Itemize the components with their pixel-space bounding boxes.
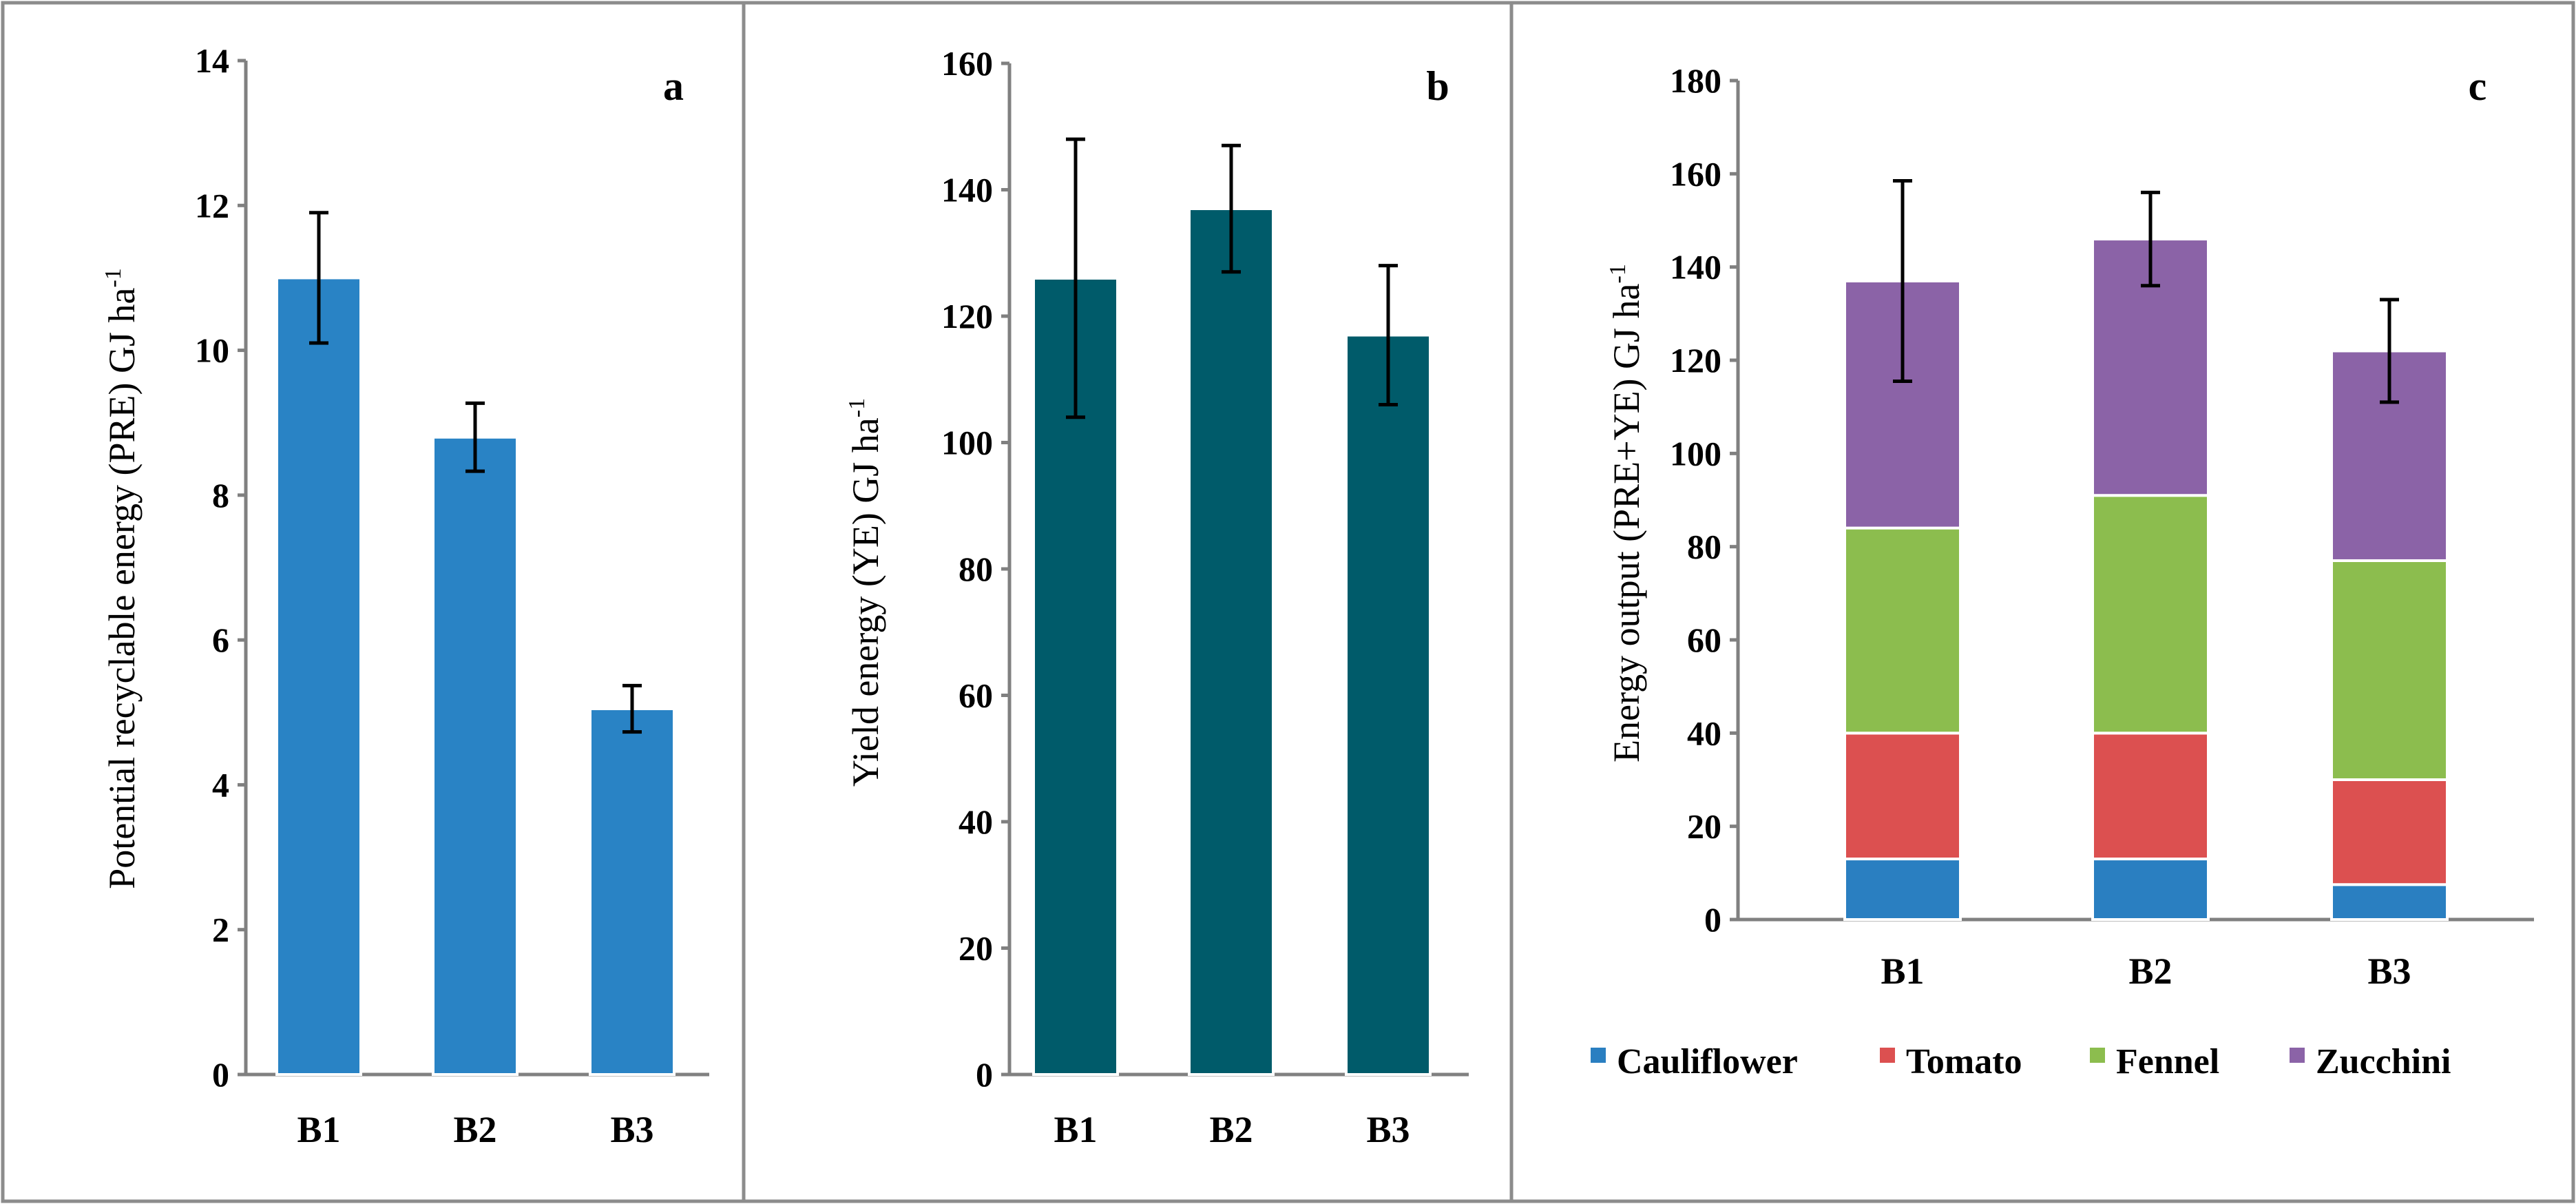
- panel-a-bar: [589, 707, 676, 1076]
- panel-b-ytick-label: 120: [941, 297, 993, 335]
- panel-c-bar-segment-tomato: [2330, 778, 2449, 886]
- panel-a-yticks: 0 2 4 6 8 10 12 14: [195, 41, 246, 1094]
- panel-c-categories: B1 B2 B3: [1881, 951, 2411, 992]
- panel-b-label: b: [1426, 63, 1449, 109]
- panel-c-ytick-label: 100: [1670, 434, 1721, 473]
- panel-c-bar-segment-fennel: [1843, 526, 1962, 735]
- panel-c-ytick-label: 40: [1687, 714, 1721, 752]
- legend-swatch-zucchini: [2290, 1048, 2305, 1063]
- panel-c-bar-segment-cauliflower: [1843, 858, 1962, 921]
- panel-b-errorbars: [1066, 137, 1398, 419]
- panel-a-ylabel-sup: -1: [101, 268, 126, 287]
- panel-a-errorbars: [309, 211, 642, 734]
- panel-b-category-label: B2: [1209, 1109, 1253, 1150]
- panel-c-bar-segment-cauliflower: [2330, 883, 2449, 921]
- panel-b-ytick-label: 80: [959, 550, 993, 588]
- panel-b-ylabel-sup: -1: [844, 398, 870, 417]
- panel-b-bar: [1188, 207, 1275, 1076]
- panel-c-bar-segment-fennel: [2330, 559, 2449, 781]
- panel-b-category-label: B3: [1366, 1109, 1410, 1150]
- panel-b-ytick-label: 20: [959, 929, 993, 968]
- panel-c-bar-segment-fennel: [2091, 494, 2210, 735]
- panel-a-category-label: B2: [453, 1109, 496, 1150]
- legend-swatch-fennel: [2090, 1048, 2105, 1063]
- panel-a-bar: [432, 435, 519, 1076]
- panel-b-categories: B1 B2 B3: [1054, 1109, 1410, 1150]
- panel-b-ylabel-text: Yield energy (YE) GJ ha: [845, 417, 886, 787]
- panel-c-ytick-label: 20: [1687, 807, 1721, 846]
- panel-c-ylabel-text: Energy output (PRE+YE) GJ ha: [1606, 283, 1647, 762]
- panel-a: 0 2 4 6 8 10 12 14 B1 B2 B3 Potential recyclable …: [101, 41, 709, 1150]
- legend-label-fennel: Fennel: [2116, 1042, 2219, 1081]
- panel-c-category-label: B3: [2367, 951, 2411, 992]
- panel-a-ytick-label: 14: [195, 41, 229, 80]
- panel-c-category-label: B2: [2128, 951, 2172, 992]
- panel-b-yticks: 0 20 40 60 80 100 120 140 160: [941, 44, 1009, 1094]
- panel-c-errorbars: [1893, 178, 2399, 404]
- panel-a-bars: [275, 276, 676, 1076]
- panel-c-label: c: [2469, 63, 2487, 109]
- legend-swatch-cauliflower: [1591, 1048, 1606, 1063]
- panel-b-ytick-label: 140: [941, 171, 993, 209]
- panel-a-ytick-label: 6: [212, 621, 229, 659]
- panel-a-ytick-label: 0: [212, 1055, 229, 1094]
- panel-c-ytick-label: 180: [1670, 61, 1721, 100]
- panel-b-bars: [1032, 207, 1432, 1077]
- panel-b-ytick-label: 0: [976, 1055, 993, 1094]
- panel-c-legend: Cauliflower Tomato Fennel Zucchini: [1591, 1042, 2451, 1081]
- panel-c-bar-segment-cauliflower: [2091, 858, 2210, 921]
- panel-a-ytick-label: 2: [212, 911, 229, 949]
- panel-b-category-label: B1: [1054, 1109, 1097, 1150]
- panel-c-category-label: B1: [1881, 951, 1924, 992]
- legend-label-cauliflower: Cauliflower: [1617, 1042, 1798, 1081]
- panel-a-category-label: B1: [297, 1109, 340, 1150]
- legend-label-zucchini: Zucchini: [2316, 1042, 2451, 1081]
- panel-c-ytick-label: 160: [1670, 154, 1721, 193]
- panel-b-bar: [1345, 333, 1432, 1076]
- panel-a-ytick-label: 10: [195, 331, 229, 370]
- panel-c-ylabel: Energy output (PRE+YE) GJ ha-1: [1605, 264, 1647, 762]
- panel-c-ylabel-sup: -1: [1605, 264, 1631, 283]
- panel-c-ytick-label: 0: [1704, 900, 1721, 939]
- panel-c-ytick-label: 140: [1670, 248, 1721, 287]
- panel-c-yticks: 0 20 40 60 80 100 120 140 160 180: [1670, 61, 1738, 939]
- panel-b-ytick-label: 100: [941, 424, 993, 462]
- panel-a-category-label: B3: [610, 1109, 653, 1150]
- panel-a-label: a: [663, 63, 684, 109]
- panel-c-ytick-label: 60: [1687, 621, 1721, 659]
- panel-a-ytick-label: 4: [212, 765, 229, 804]
- panel-c-ytick-label: 120: [1670, 341, 1721, 380]
- panel-c-bars: [1843, 238, 2449, 921]
- panel-b: 0 20 40 60 80 100 120 140 160 B1 B2 B3 Yield energ…: [844, 44, 1469, 1150]
- panel-b-ytick-label: 160: [941, 44, 993, 83]
- legend-label-tomato: Tomato: [1906, 1042, 2022, 1081]
- panel-b-ylabel: Yield energy (YE) GJ ha-1: [844, 398, 886, 787]
- panel-a-categories: B1 B2 B3: [297, 1109, 653, 1150]
- panel-a-ytick-label: 12: [195, 186, 229, 225]
- panel-b-ytick-label: 60: [959, 676, 993, 715]
- panel-c: 0 20 40 60 80 100 120 140 160 180 B1 B2 B3 Energy o…: [1591, 61, 2534, 1081]
- legend-swatch-tomato: [1880, 1048, 1895, 1063]
- panel-b-ytick-label: 40: [959, 802, 993, 841]
- panel-a-bar: [275, 276, 362, 1076]
- panel-c-bar-segment-tomato: [1843, 731, 1962, 861]
- panel-a-ylabel-text: Potential recyclable energy (PRE) GJ ha: [101, 288, 143, 889]
- panel-a-ylabel: Potential recyclable energy (PRE) GJ ha-…: [101, 268, 143, 889]
- panel-a-ytick-label: 8: [212, 476, 229, 515]
- panel-c-bar-segment-tomato: [2091, 731, 2210, 861]
- panel-c-ytick-label: 80: [1687, 528, 1721, 566]
